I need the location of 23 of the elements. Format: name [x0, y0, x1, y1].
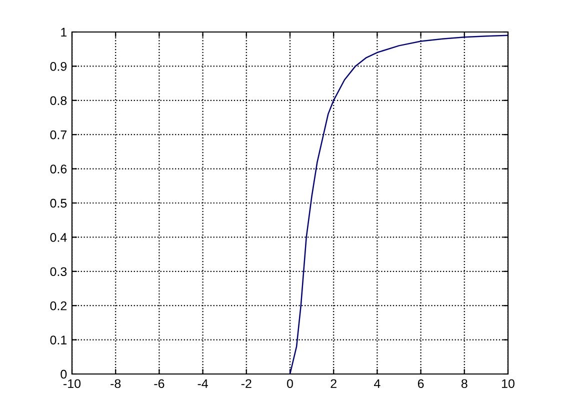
y-tick-label: 0.6	[50, 164, 67, 174]
x-tick-label: -10	[64, 379, 81, 388]
y-tick-label: 0.9	[50, 62, 67, 71]
x-tick-label: -4	[198, 379, 208, 388]
x-tick-label: 10	[502, 379, 514, 388]
y-tick-label: 0.7	[50, 130, 67, 140]
line-series	[289, 34, 508, 374]
y-tick-label: 0.5	[50, 198, 67, 208]
x-tick-label: 8	[461, 379, 468, 388]
x-tick-label: 4	[374, 379, 380, 388]
x-tick-label: -2	[241, 379, 252, 388]
y-tick-label: 0.8	[50, 96, 67, 106]
y-tick-label: 0	[60, 370, 67, 379]
y-tick-label: 0.3	[50, 267, 67, 276]
y-tick-label: 0.2	[50, 301, 67, 310]
x-tick-label: -6	[154, 379, 164, 388]
y-tick-label: 0.1	[50, 336, 67, 344]
y-tick-label: 0.4	[50, 233, 67, 242]
x-tick-label: -8	[110, 379, 121, 388]
x-tick-label: 6	[418, 379, 424, 388]
x-tick-label: 2	[330, 379, 336, 388]
y-tick-label: 1	[61, 28, 67, 37]
x-tick-label: 0	[287, 379, 293, 388]
